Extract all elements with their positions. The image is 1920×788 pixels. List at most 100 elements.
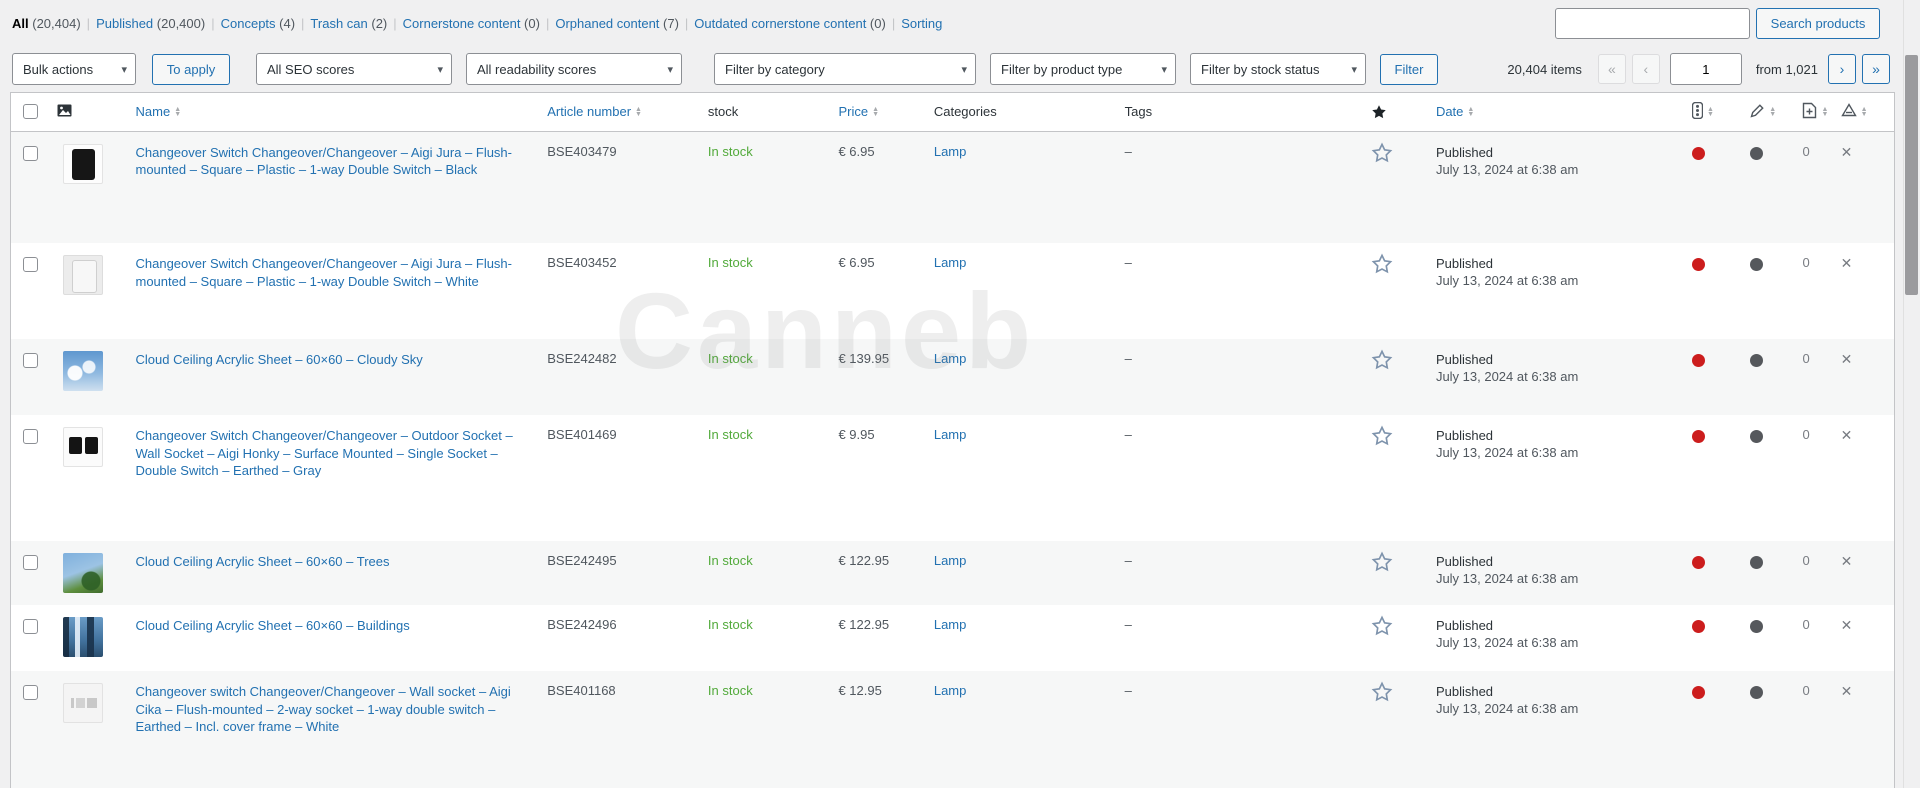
readability-score-dot xyxy=(1750,620,1764,633)
view-filter-cornerstone-content[interactable]: Cornerstone content xyxy=(402,16,521,31)
article-number: BSE401469 xyxy=(547,427,617,442)
links-count: 0 xyxy=(1802,351,1810,366)
featured-star-toggle[interactable] xyxy=(1371,425,1426,447)
products-table-container: Name ▲ ▼ Article number ▲ ▼ stock Price ▲ ▼… xyxy=(10,92,1895,788)
sort-arrows-icon: ▲ ▼ xyxy=(872,105,880,118)
total-pages-label: from 1,021 xyxy=(1755,61,1818,77)
category-link[interactable]: Lamp xyxy=(933,683,967,698)
row-checkbox[interactable] xyxy=(23,685,38,700)
sort-by-links[interactable]: ▲ ▼ xyxy=(1802,102,1828,122)
product-name-link[interactable]: Changeover Switch Changeover/Changeover … xyxy=(135,428,513,478)
featured-star-toggle[interactable] xyxy=(1371,349,1426,371)
linked-x-mark[interactable]: ✕ xyxy=(1840,553,1853,569)
product-type-filter-select[interactable]: Filter by product type ▾ xyxy=(990,53,1176,85)
category-link[interactable]: Lamp xyxy=(933,617,967,632)
view-filter-outdated-cornerstone-content[interactable]: Outdated cornerstone content xyxy=(694,16,867,31)
previous-page-button[interactable]: ‹ xyxy=(1631,54,1660,84)
product-thumbnail[interactable] xyxy=(63,553,104,593)
last-page-button[interactable]: » xyxy=(1862,54,1890,84)
filter-button[interactable]: Filter xyxy=(1380,53,1438,85)
featured-star-toggle[interactable] xyxy=(1371,681,1426,703)
sort-by-linked[interactable]: ▲ ▼ xyxy=(1840,103,1868,120)
product-row: Cloud Ceiling Acrylic Sheet – 60×60 – Cl… xyxy=(11,339,1894,415)
separator: | xyxy=(86,16,91,31)
separator: | xyxy=(393,16,397,31)
readability-scores-select[interactable]: All readability scores ▾ xyxy=(466,53,682,85)
product-name-link[interactable]: Cloud Ceiling Acrylic Sheet – 60×60 – Bu… xyxy=(135,618,410,633)
linked-cornerstone-icon xyxy=(1840,103,1857,120)
bulk-actions-select[interactable]: Bulk actions ▾ xyxy=(12,53,136,85)
sort-by-date[interactable]: Date ▲ ▼ xyxy=(1436,104,1474,119)
linked-x-mark[interactable]: ✕ xyxy=(1840,351,1853,367)
select-all-checkbox[interactable] xyxy=(23,104,38,120)
linked-x-mark[interactable]: ✕ xyxy=(1840,255,1853,271)
product-name-link[interactable]: Changeover switch Changeover/Changeover … xyxy=(135,684,511,734)
name-header-label: Name xyxy=(135,104,171,120)
linked-x-mark[interactable]: ✕ xyxy=(1840,617,1853,633)
featured-star-toggle[interactable] xyxy=(1371,253,1426,275)
linked-x-mark[interactable]: ✕ xyxy=(1840,683,1853,699)
category-link[interactable]: Lamp xyxy=(933,427,967,442)
row-checkbox[interactable] xyxy=(23,429,38,444)
readability-scores-label: All readability scores xyxy=(477,61,597,77)
category-link[interactable]: Lamp xyxy=(933,351,967,366)
first-page-button[interactable]: « xyxy=(1597,54,1626,84)
category-link[interactable]: Lamp xyxy=(933,143,967,159)
view-filter-orphaned-content[interactable]: Orphaned content xyxy=(555,16,660,31)
product-row: Cloud Ceiling Acrylic Sheet – 60×60 – Tr… xyxy=(11,541,1894,605)
product-thumbnail[interactable] xyxy=(63,255,104,295)
search-products-button[interactable]: Search products xyxy=(1756,8,1880,39)
seo-scores-select[interactable]: All SEO scores ▾ xyxy=(256,53,452,85)
row-checkbox[interactable] xyxy=(23,257,38,272)
view-filter-published[interactable]: Published xyxy=(96,16,154,31)
stock-header-label: stock xyxy=(707,104,739,120)
product-thumbnail[interactable] xyxy=(63,143,104,184)
row-checkbox[interactable] xyxy=(23,619,38,634)
category-link[interactable]: Lamp xyxy=(933,255,967,270)
sort-by-price[interactable]: Price ▲ ▼ xyxy=(838,104,879,119)
view-filter-concepts[interactable]: Concepts xyxy=(220,16,276,31)
view-filter-sorting[interactable]: Sorting xyxy=(901,16,943,31)
row-checkbox[interactable] xyxy=(23,555,38,570)
row-checkbox[interactable] xyxy=(23,145,38,161)
chevron-down-icon: ▾ xyxy=(667,63,673,76)
image-column-icon xyxy=(57,104,72,120)
sort-by-seo-score[interactable]: ▲ ▼ xyxy=(1691,101,1714,122)
product-name-link[interactable]: Cloud Ceiling Acrylic Sheet – 60×60 – Tr… xyxy=(135,554,390,569)
vertical-scrollbar-thumb[interactable] xyxy=(1905,55,1918,295)
product-thumbnail[interactable] xyxy=(63,617,104,657)
chevron-down-icon: ▾ xyxy=(1161,63,1167,76)
linked-x-mark[interactable]: ✕ xyxy=(1840,427,1853,443)
product-name-link[interactable]: Changeover Switch Changeover/Changeover … xyxy=(135,256,513,289)
table-header-row: Name ▲ ▼ Article number ▲ ▼ stock Price ▲ ▼… xyxy=(11,93,1894,132)
featured-star-toggle[interactable] xyxy=(1371,551,1426,573)
product-row: Changeover Switch Changeover/Changeover … xyxy=(11,243,1894,339)
product-thumbnail[interactable] xyxy=(63,683,104,723)
featured-star-toggle[interactable] xyxy=(1371,142,1426,164)
stock-status-filter-select[interactable]: Filter by stock status ▾ xyxy=(1190,53,1366,85)
sort-by-name[interactable]: Name ▲ ▼ xyxy=(136,104,182,119)
article-number: BSE242495 xyxy=(547,553,617,568)
apply-button[interactable]: To apply xyxy=(152,53,230,85)
view-filter-trash-can[interactable]: Trash can xyxy=(310,16,368,31)
separator: | xyxy=(891,16,896,31)
featured-star-toggle[interactable] xyxy=(1371,615,1426,637)
product-price: € 122.95 xyxy=(838,617,890,632)
product-thumbnail[interactable] xyxy=(63,427,104,467)
vertical-scrollbar-track[interactable] xyxy=(1903,0,1920,788)
current-page-input[interactable] xyxy=(1669,53,1742,85)
next-page-button[interactable]: › xyxy=(1828,54,1856,84)
linked-x-mark[interactable]: ✕ xyxy=(1840,143,1853,160)
view-filter-all[interactable]: All xyxy=(12,16,29,31)
category-link[interactable]: Lamp xyxy=(933,553,967,568)
category-filter-select[interactable]: Filter by category ▾ xyxy=(714,53,976,85)
product-name-link[interactable]: Changeover Switch Changeover/Changeover … xyxy=(135,144,513,178)
sort-by-article-number[interactable]: Article number ▲ ▼ xyxy=(547,104,642,119)
sort-by-readability-score[interactable]: ▲ ▼ xyxy=(1750,103,1776,121)
tags-value: – xyxy=(1124,683,1132,698)
featured-star-column-icon xyxy=(1371,104,1428,120)
search-input[interactable] xyxy=(1555,8,1750,39)
product-thumbnail[interactable] xyxy=(63,351,104,391)
row-checkbox[interactable] xyxy=(23,353,38,368)
product-name-link[interactable]: Cloud Ceiling Acrylic Sheet – 60×60 – Cl… xyxy=(135,352,423,367)
